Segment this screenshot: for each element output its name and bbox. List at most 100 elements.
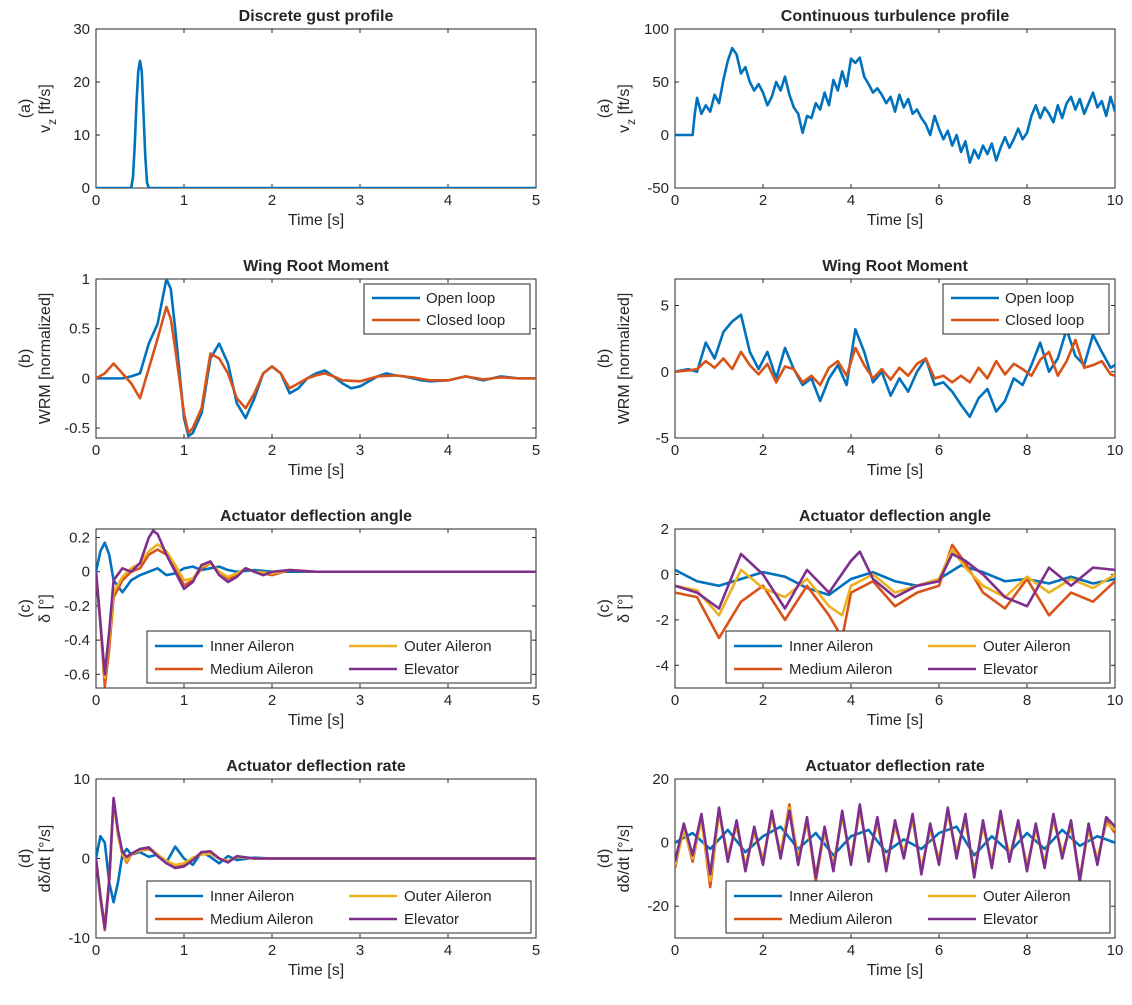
y-tick-label: 0 xyxy=(82,851,90,868)
x-tick-label: 0 xyxy=(92,442,100,459)
legend-label-medium: Medium Aileron xyxy=(789,911,892,928)
y-tick-label: 5 xyxy=(661,298,669,315)
series-group xyxy=(675,313,1115,419)
chart-title: Actuator deflection rate xyxy=(805,758,985,775)
legend: Inner Aileron Outer Aileron Medium Aileron… xyxy=(146,630,532,684)
x-axis-label: Time [s] xyxy=(867,962,923,979)
x-tick-label: 2 xyxy=(759,692,767,709)
panel-label: (a) xyxy=(17,99,34,119)
y-tick-label: -4 xyxy=(656,657,669,674)
panel-label: (b) xyxy=(596,349,613,369)
legend-label-inner: Inner Aileron xyxy=(210,638,294,655)
x-tick-label: 5 xyxy=(532,442,540,459)
legend-label-outer: Outer Aileron xyxy=(404,638,492,655)
y-tick-label: 0 xyxy=(661,364,669,381)
x-tick-label: 8 xyxy=(1023,692,1031,709)
x-tick-label: 5 xyxy=(532,692,540,709)
y-tick-label: 0.5 xyxy=(69,321,90,338)
legend-label-inner: Inner Aileron xyxy=(789,888,873,905)
y-axis-label: dδ/dt [°/s] xyxy=(37,825,54,893)
chart-gust_delta: 0 1 2 3 4 5 -0.6 -0.4 -0.2 0 0.2 Actuator deflectio… xyxy=(17,508,540,729)
legend-label-elevator: Elevator xyxy=(983,661,1038,678)
series-line-open xyxy=(96,279,536,438)
x-tick-label: 6 xyxy=(935,692,943,709)
legend-label-outer: Outer Aileron xyxy=(404,888,492,905)
legend-label-outer: Outer Aileron xyxy=(983,888,1071,905)
x-axis-label: Time [s] xyxy=(288,962,344,979)
x-tick-label: 1 xyxy=(180,442,188,459)
legend-label-elevator: Elevator xyxy=(404,661,459,678)
y-tick-label: 2 xyxy=(661,521,669,538)
panel-label: (c) xyxy=(596,599,613,618)
legend-box xyxy=(725,880,1111,934)
panel-label: (d) xyxy=(17,849,34,869)
series-group xyxy=(96,529,536,688)
y-tick-label: 50 xyxy=(652,74,669,91)
y-axis-label: δ [°] xyxy=(616,594,633,623)
legend-label-closed: Closed loop xyxy=(1005,312,1084,329)
y-axis-label-unit: [ft/s] xyxy=(616,84,633,119)
x-tick-label: 10 xyxy=(1107,442,1124,459)
y-tick-label: 0 xyxy=(661,127,669,144)
series-group xyxy=(675,543,1115,640)
panel-label: (b) xyxy=(17,349,34,369)
panel-label: (a) xyxy=(596,99,613,119)
legend-label-medium: Medium Aileron xyxy=(789,661,892,678)
y-tick-label: 20 xyxy=(73,74,90,91)
x-tick-label: 6 xyxy=(935,442,943,459)
y-tick-label: 0 xyxy=(82,370,90,387)
x-axis-label: Time [s] xyxy=(867,212,923,229)
y-axis-label-sub: z xyxy=(624,119,638,125)
x-axis-label: Time [s] xyxy=(867,462,923,479)
legend: Open loop Closed loop xyxy=(942,283,1110,335)
x-axis-label: Time [s] xyxy=(867,712,923,729)
series-line-gust xyxy=(96,59,536,188)
x-tick-label: 1 xyxy=(180,192,188,209)
x-tick-label: 10 xyxy=(1107,942,1124,959)
series-group xyxy=(675,803,1115,889)
panel-label: (d) xyxy=(596,849,613,869)
y-axis-label: dδ/dt [°/s] xyxy=(616,825,633,893)
legend-label-closed: Closed loop xyxy=(426,312,505,329)
x-tick-label: 0 xyxy=(92,192,100,209)
x-tick-label: 2 xyxy=(268,442,276,459)
x-tick-label: 3 xyxy=(356,442,364,459)
x-tick-label: 4 xyxy=(847,442,855,459)
x-tick-label: 2 xyxy=(759,192,767,209)
x-tick-label: 4 xyxy=(444,692,452,709)
y-tick-label: -5 xyxy=(656,430,669,447)
y-tick-label: -0.4 xyxy=(64,632,90,649)
x-axis-label: Time [s] xyxy=(288,712,344,729)
y-tick-label: 10 xyxy=(73,127,90,144)
x-tick-label: 1 xyxy=(180,692,188,709)
x-tick-label: 6 xyxy=(935,192,943,209)
chart-title: Discrete gust profile xyxy=(239,8,394,25)
legend-label-outer: Outer Aileron xyxy=(983,638,1071,655)
panel-label: (c) xyxy=(17,599,34,618)
y-tick-label: 10 xyxy=(73,771,90,788)
chart-title: Actuator deflection angle xyxy=(220,508,412,525)
legend-label-medium: Medium Aileron xyxy=(210,911,313,928)
y-tick-label: 100 xyxy=(644,21,669,38)
y-tick-label: 1 xyxy=(82,271,90,288)
y-tick-label: 0.2 xyxy=(69,530,90,547)
y-tick-label: 20 xyxy=(652,771,669,788)
legend-box xyxy=(363,283,531,335)
y-tick-label: 30 xyxy=(73,21,90,38)
legend-box xyxy=(146,630,532,684)
x-tick-label: 4 xyxy=(847,942,855,959)
legend-label-inner: Inner Aileron xyxy=(210,888,294,905)
x-tick-label: 3 xyxy=(356,192,364,209)
y-axis-label-unit: [ft/s] xyxy=(37,84,54,119)
x-tick-label: 2 xyxy=(268,692,276,709)
series-group xyxy=(96,279,536,438)
y-tick-label: -10 xyxy=(68,930,90,947)
legend-label-open: Open loop xyxy=(1005,290,1074,307)
y-axis-label-sub: z xyxy=(45,119,59,125)
legend-label-inner: Inner Aileron xyxy=(789,638,873,655)
x-tick-label: 6 xyxy=(935,942,943,959)
